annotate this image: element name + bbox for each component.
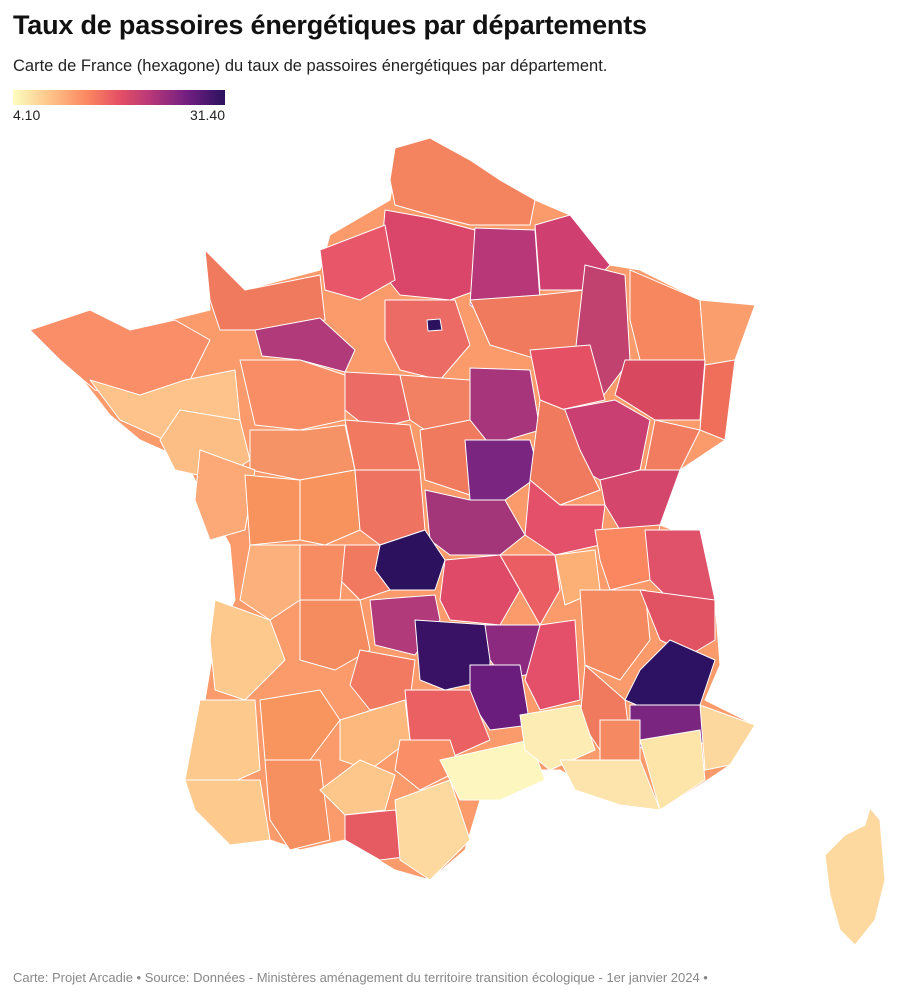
department-deux-sevres[interactable]	[244, 474, 301, 546]
department-pyrenees-atlantiques[interactable]	[184, 779, 271, 846]
department-loire[interactable]	[499, 554, 561, 626]
department-alpes-maritimes[interactable]	[699, 704, 756, 771]
department-herault[interactable]	[439, 739, 546, 801]
department-lot-et-garonne[interactable]	[259, 689, 341, 761]
department-dordogne[interactable]	[299, 599, 371, 671]
department-aube[interactable]	[529, 344, 606, 411]
department-charente[interactable]	[299, 544, 346, 601]
department-ain[interactable]	[594, 524, 661, 591]
department-var[interactable]	[639, 729, 706, 811]
department-vaucluse[interactable]	[599, 719, 641, 761]
department-eure[interactable]	[319, 224, 396, 301]
department-nord[interactable]	[389, 137, 536, 226]
color-legend: 4.10 31.40	[13, 90, 225, 125]
source-credit: Carte: Projet Arcadie • Source: Données …	[13, 970, 708, 985]
department-paris[interactable]	[426, 318, 443, 332]
department-finistere-cotes[interactable]	[29, 309, 211, 401]
department-haut-rhin[interactable]	[699, 359, 736, 441]
department-vendee[interactable]	[194, 449, 256, 541]
department-isere[interactable]	[579, 589, 651, 681]
department-tarn[interactable]	[394, 739, 461, 791]
department-gers[interactable]	[264, 759, 331, 851]
department-vienne[interactable]	[299, 469, 361, 546]
legend-min-label: 4.10	[13, 107, 41, 123]
department-haute-garonne[interactable]	[319, 759, 396, 816]
department-maine-et-loire[interactable]	[249, 424, 356, 481]
department-yonne[interactable]	[469, 367, 541, 446]
department-aude[interactable]	[394, 779, 471, 881]
map-subtitle: Carte de France (hexagone) du taux de pa…	[13, 57, 608, 75]
map-title: Taux de passoires énergétiques par dépar…	[13, 10, 647, 40]
department-ardeche[interactable]	[524, 619, 581, 711]
legend-gradient-bar	[13, 90, 225, 105]
legend-max-label: 31.40	[189, 107, 225, 123]
department-nievre[interactable]	[464, 439, 541, 501]
department-savoie[interactable]	[639, 589, 716, 656]
department-manche-calvados[interactable]	[204, 249, 326, 331]
department-mayenne-sarthe[interactable]	[239, 359, 346, 431]
department-haute-saone[interactable]	[644, 419, 701, 471]
department-corse[interactable]	[824, 807, 886, 946]
department-vosges[interactable]	[614, 359, 706, 421]
department-charente-maritime[interactable]	[239, 544, 301, 621]
department-tarn-et-garonne[interactable]	[339, 699, 411, 771]
department-bas-rhin[interactable]	[699, 299, 756, 366]
